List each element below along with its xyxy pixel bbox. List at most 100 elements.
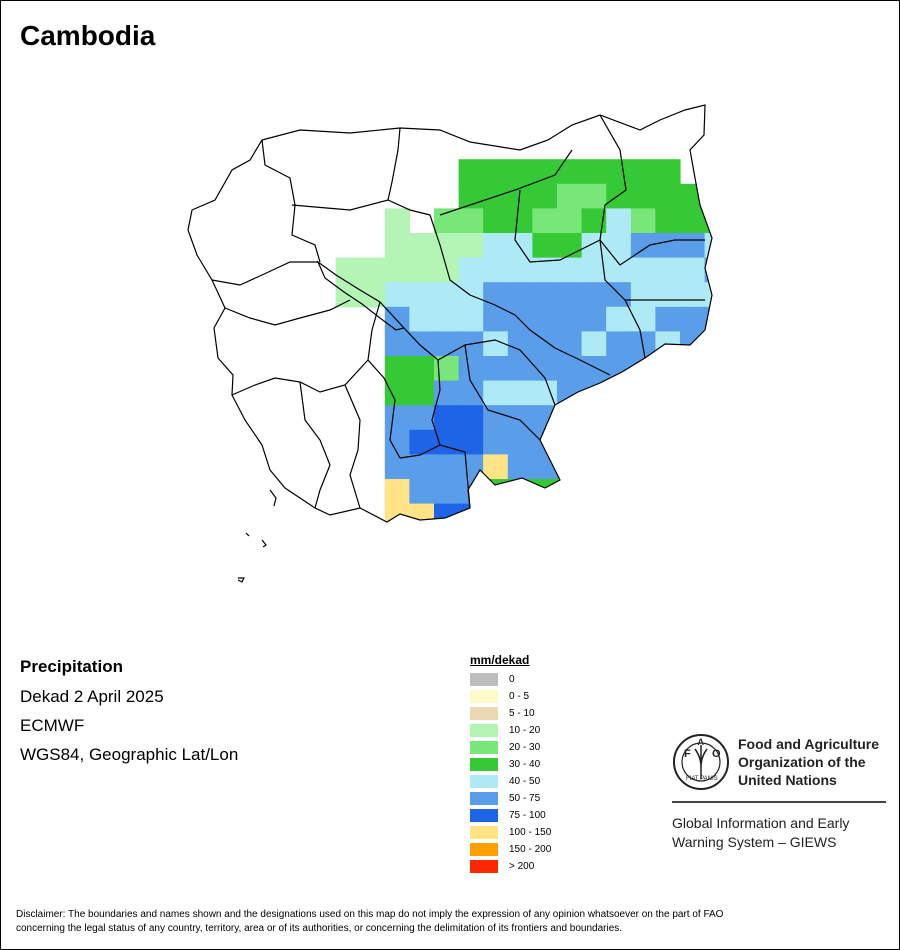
grid-cell bbox=[483, 429, 509, 455]
grid-cell bbox=[630, 454, 656, 480]
grid-cell bbox=[630, 503, 656, 522]
legend-item: 20 - 30 bbox=[470, 739, 551, 756]
grid-cell bbox=[507, 233, 533, 259]
grid-cell bbox=[729, 184, 754, 209]
grid-cell bbox=[581, 356, 607, 382]
grid-cell bbox=[680, 429, 706, 455]
grid-cell bbox=[778, 356, 803, 381]
grid-cell bbox=[655, 183, 681, 209]
grid-cell bbox=[852, 282, 877, 307]
grid-cell bbox=[582, 577, 607, 602]
grid-cell bbox=[754, 184, 779, 209]
grid-cell bbox=[828, 381, 853, 406]
grid-cell bbox=[655, 306, 681, 332]
grid-cell bbox=[582, 676, 607, 701]
grid-cell bbox=[458, 282, 484, 308]
grid-cell bbox=[852, 454, 877, 479]
grid-cell bbox=[754, 356, 779, 381]
grid-cell bbox=[434, 454, 460, 480]
grid-cell bbox=[606, 602, 631, 627]
grid-cell bbox=[409, 331, 435, 357]
grid-cell bbox=[729, 233, 754, 258]
grid-cell bbox=[704, 503, 712, 522]
grid-cell bbox=[458, 479, 484, 505]
grid-cell bbox=[384, 233, 410, 259]
grid-cell bbox=[557, 503, 583, 522]
disclaimer-line-2: concerning the legal status of any count… bbox=[16, 923, 623, 934]
grid-cell bbox=[877, 233, 900, 258]
grid-cell bbox=[704, 405, 712, 431]
grid-cell bbox=[655, 528, 680, 553]
grid-cell bbox=[434, 306, 460, 332]
grid-cell bbox=[606, 676, 631, 701]
giews-line-1: Global Information and Early bbox=[672, 815, 850, 831]
grid-cell bbox=[532, 183, 558, 209]
grid-cell bbox=[557, 454, 583, 480]
grid-cell bbox=[729, 405, 754, 430]
grid-cell bbox=[557, 282, 583, 308]
grid-cell bbox=[483, 577, 508, 602]
grid-cell bbox=[754, 627, 779, 652]
grid-cell bbox=[778, 184, 803, 209]
legend-item: 0 bbox=[470, 671, 551, 688]
grid-cell bbox=[434, 528, 459, 553]
grid-cell bbox=[803, 282, 828, 307]
province-line bbox=[514, 189, 601, 263]
legend-label: 100 - 150 bbox=[509, 827, 552, 838]
grid-cell bbox=[778, 233, 803, 258]
precipitation-grid bbox=[335, 159, 900, 701]
grid-cell bbox=[877, 258, 900, 283]
grid-cell bbox=[803, 258, 828, 283]
legend-swatch bbox=[470, 673, 498, 686]
grid-cell bbox=[803, 233, 828, 258]
legend-item: > 200 bbox=[470, 858, 551, 875]
legend-swatch bbox=[470, 707, 498, 720]
grid-cell bbox=[828, 282, 853, 307]
grid-cell bbox=[581, 454, 607, 480]
grid-cell bbox=[655, 159, 681, 185]
grid-cell bbox=[729, 430, 754, 455]
grid-cell bbox=[532, 208, 558, 234]
grid-cell bbox=[532, 553, 557, 578]
grid-cell bbox=[852, 553, 877, 578]
grid-cell bbox=[434, 429, 460, 455]
grid-cell bbox=[458, 405, 484, 431]
grid-cell bbox=[803, 307, 828, 332]
grid-cell bbox=[680, 627, 705, 652]
grid-cell bbox=[384, 257, 410, 283]
grid-cell bbox=[483, 528, 508, 553]
grid-cell bbox=[631, 651, 656, 676]
grid-cell bbox=[557, 651, 582, 676]
grid-cell bbox=[828, 553, 853, 578]
grid-cell bbox=[828, 577, 853, 602]
grid-cell bbox=[877, 282, 900, 307]
grid-cell bbox=[483, 257, 509, 283]
grid-cell bbox=[754, 577, 779, 602]
grid-cell bbox=[581, 233, 607, 259]
grid-cell bbox=[483, 233, 509, 259]
legend-item: 5 - 10 bbox=[470, 705, 551, 722]
grid-cell bbox=[606, 306, 632, 332]
grid-cell bbox=[532, 159, 558, 185]
disclaimer: Disclaimer: The boundaries and names sho… bbox=[16, 908, 886, 936]
grid-cell bbox=[803, 356, 828, 381]
grid-cell bbox=[655, 257, 681, 283]
island bbox=[245, 532, 250, 537]
province-boundaries bbox=[187, 104, 713, 523]
legend-swatch bbox=[470, 792, 498, 805]
grid-cell bbox=[680, 306, 706, 332]
grid-cell bbox=[877, 528, 900, 553]
grid-cell bbox=[630, 159, 656, 185]
grid-cell bbox=[754, 258, 779, 283]
grid-cell bbox=[581, 503, 607, 522]
grid-cell bbox=[384, 454, 410, 480]
map-source: ECMWF bbox=[20, 716, 85, 735]
grid-cell bbox=[655, 503, 681, 522]
grid-cell bbox=[729, 553, 754, 578]
province-line bbox=[387, 127, 401, 201]
province-line bbox=[299, 381, 331, 509]
legend-item: 0 - 5 bbox=[470, 688, 551, 705]
grid-cell bbox=[483, 627, 508, 652]
grid-cell bbox=[754, 479, 779, 504]
grid-cell bbox=[852, 184, 877, 209]
